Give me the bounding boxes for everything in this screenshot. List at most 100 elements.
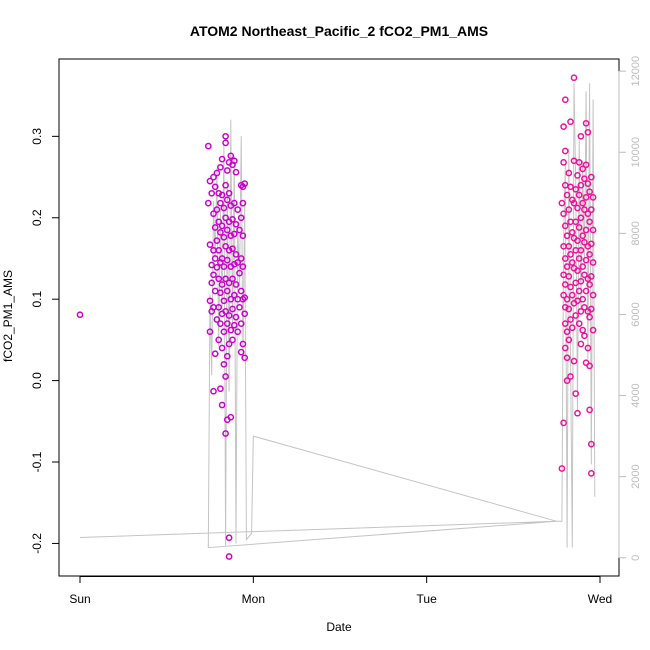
data-point xyxy=(577,340,585,348)
data-point xyxy=(589,259,597,266)
data-point xyxy=(575,191,583,199)
data-point xyxy=(229,245,236,253)
data-point xyxy=(565,336,573,344)
data-point xyxy=(215,336,223,344)
data-point xyxy=(237,320,245,327)
data-point xyxy=(223,287,231,295)
data-point xyxy=(229,336,236,344)
data-point xyxy=(239,199,247,207)
data-point xyxy=(227,413,235,421)
y2-tick-label: 12000 xyxy=(630,56,642,87)
data-point xyxy=(206,297,214,305)
data-point xyxy=(232,168,240,176)
y-tick-label: -0.2 xyxy=(30,533,44,554)
data-point xyxy=(222,139,229,147)
data-point xyxy=(567,283,574,291)
data-point xyxy=(223,226,231,234)
data-point xyxy=(230,157,238,165)
data-point xyxy=(579,263,587,270)
chart-title: ATOM2 Northeast_Pacific_2 fCO2_PM1_AMS xyxy=(190,23,488,39)
data-point xyxy=(572,312,580,319)
data-point xyxy=(582,194,590,201)
data-point xyxy=(215,218,223,226)
data-point xyxy=(575,287,583,295)
data-point xyxy=(241,180,249,187)
data-point xyxy=(217,229,224,236)
data-point xyxy=(563,263,571,270)
data-point xyxy=(589,291,597,299)
data-point xyxy=(560,210,567,218)
data-point xyxy=(570,357,578,365)
data-point xyxy=(563,377,571,384)
data-point xyxy=(230,199,238,207)
data-point xyxy=(567,118,574,126)
data-point xyxy=(587,273,595,280)
data-point xyxy=(241,310,249,318)
data-point xyxy=(223,167,231,174)
data-point xyxy=(236,303,243,311)
data-point xyxy=(561,255,569,262)
data-point xyxy=(225,534,233,542)
data-point xyxy=(563,232,571,240)
data-point xyxy=(579,199,587,207)
data-point xyxy=(222,308,229,315)
data-point xyxy=(568,324,576,332)
point-layer xyxy=(76,74,597,560)
data-point xyxy=(561,281,569,288)
data-point xyxy=(213,264,221,271)
data-point xyxy=(570,74,578,82)
data-point xyxy=(222,275,229,283)
data-point xyxy=(561,96,569,104)
data-point xyxy=(577,214,585,222)
data-point xyxy=(584,344,592,352)
y-tick-label: 0.2 xyxy=(30,209,44,226)
data-point xyxy=(587,240,595,248)
data-point xyxy=(237,214,245,222)
data-point xyxy=(218,222,226,230)
data-point xyxy=(572,218,580,226)
y-tick-label: -0.1 xyxy=(30,451,44,472)
data-point xyxy=(581,238,588,246)
data-point xyxy=(220,297,228,305)
data-point xyxy=(227,326,235,334)
data-point xyxy=(232,313,240,321)
data-point xyxy=(217,163,224,171)
data-point xyxy=(582,287,590,295)
data-point xyxy=(567,373,574,380)
data-point xyxy=(579,326,587,334)
data-point xyxy=(220,204,228,212)
data-point xyxy=(215,303,223,311)
data-point xyxy=(222,214,229,222)
y2-tick-label: 8000 xyxy=(630,221,642,245)
data-point xyxy=(213,237,221,244)
data-point xyxy=(229,275,236,283)
data-point xyxy=(210,387,217,395)
data-point xyxy=(222,430,229,437)
data-point xyxy=(232,281,240,288)
data-point xyxy=(217,385,224,393)
data-point xyxy=(213,169,221,177)
data-point xyxy=(587,305,595,313)
data-point xyxy=(586,218,593,226)
data-point xyxy=(241,294,249,301)
data-point xyxy=(220,263,228,270)
data-point xyxy=(220,233,228,241)
data-point xyxy=(570,199,578,207)
data-point xyxy=(206,328,214,336)
series-line xyxy=(79,83,596,549)
data-point xyxy=(565,206,573,213)
data-point xyxy=(577,181,585,189)
data-point xyxy=(565,273,573,280)
data-point xyxy=(582,256,590,264)
data-point xyxy=(577,246,585,254)
data-point xyxy=(574,267,581,275)
data-point xyxy=(572,185,580,193)
data-point xyxy=(584,128,592,136)
data-point xyxy=(568,229,576,236)
data-point xyxy=(223,352,231,360)
data-point xyxy=(563,354,571,362)
data-point xyxy=(239,340,247,348)
data-point xyxy=(223,320,231,327)
data-point xyxy=(575,224,583,231)
